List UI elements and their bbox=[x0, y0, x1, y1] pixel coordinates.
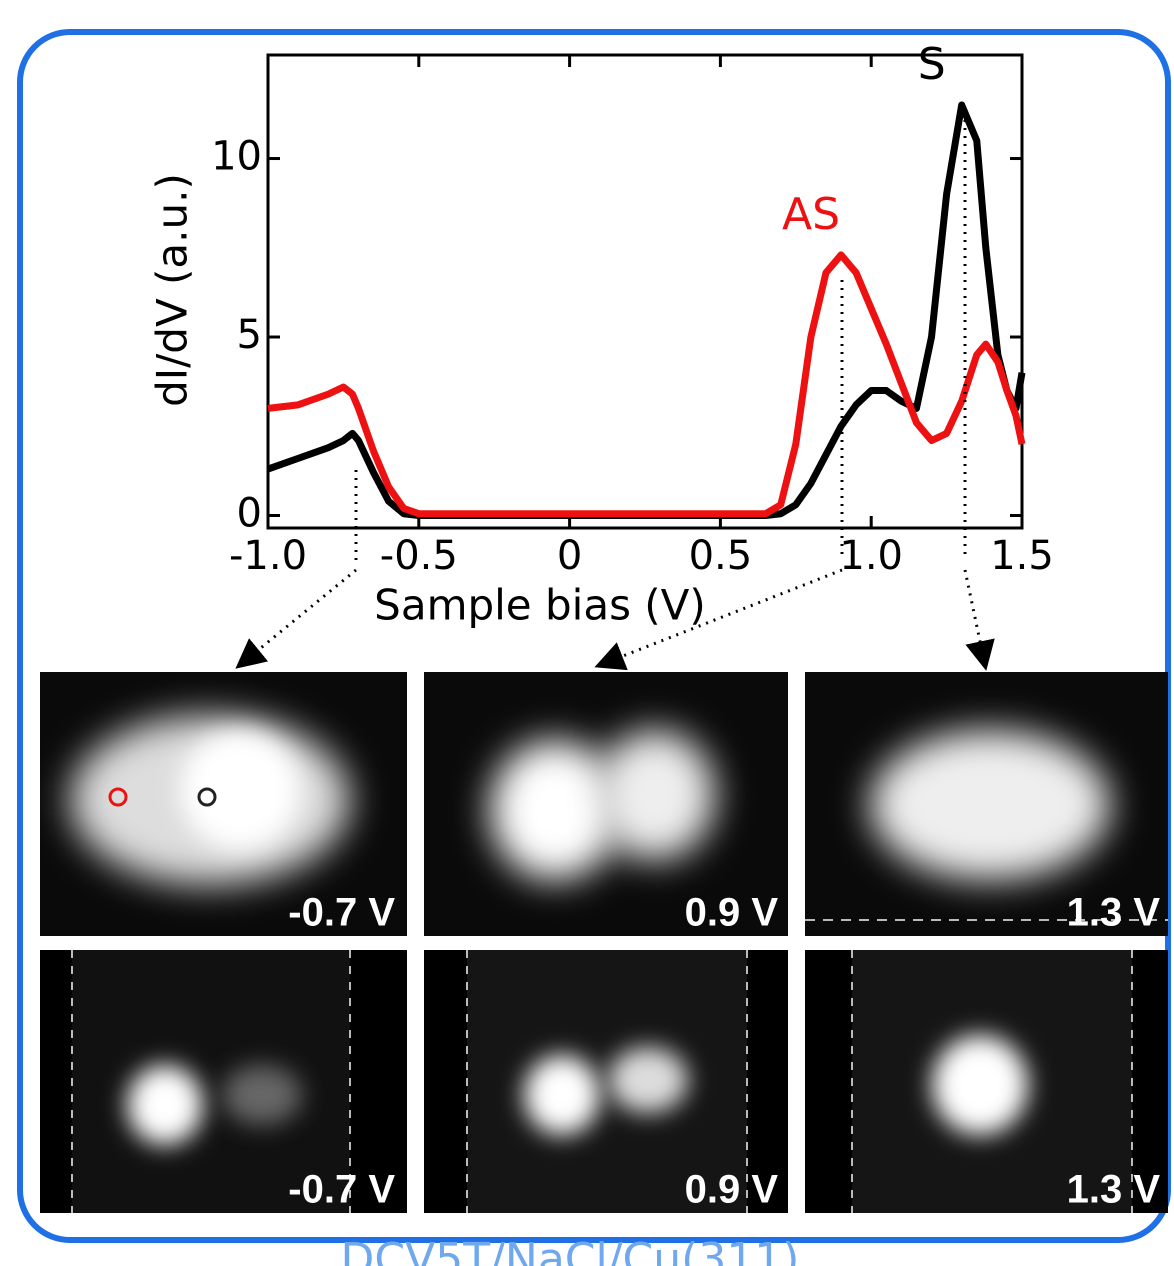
y-axis-label: dI/dV (a.u.) bbox=[148, 173, 197, 407]
y-tick-label: 10 bbox=[211, 134, 262, 180]
image-panels: -0.7 V 0.9 V 1.3 V -0.7 V 0.9 V 1.3 V bbox=[40, 672, 1168, 1213]
plot-frame bbox=[266, 53, 1024, 530]
x-tick-label: 0.5 bbox=[689, 533, 753, 579]
x-tick-label: 1.5 bbox=[990, 533, 1054, 579]
panel-label: 1.3 V bbox=[1067, 1168, 1161, 1212]
guides bbox=[235, 120, 995, 671]
panel-label: -0.7 V bbox=[288, 891, 395, 935]
y-tick-label: 5 bbox=[237, 312, 262, 358]
y-tick-label: 0 bbox=[237, 491, 262, 537]
caption: DCV5T/NaCl/Cu(311) bbox=[341, 1234, 800, 1266]
x-tick-label: -1.0 bbox=[229, 533, 307, 579]
x-axis-label: Sample bias (V) bbox=[374, 581, 706, 630]
x-tick-label: 1.0 bbox=[839, 533, 903, 579]
frame bbox=[17, 29, 1171, 1243]
panel-label: 1.3 V bbox=[1067, 891, 1161, 935]
series-line bbox=[267, 251, 1026, 518]
x-tick-label: 0 bbox=[557, 533, 582, 579]
plot: -1.0 -0.5 0 0.5 1.0 1.5 0 5 10 Sample bias (V) dI/… bbox=[148, 39, 1054, 630]
panel-label: 0.9 V bbox=[685, 891, 779, 935]
panel-label: 0.9 V bbox=[685, 1168, 779, 1212]
x-tick-label: -0.5 bbox=[380, 533, 458, 579]
series-label: S bbox=[918, 39, 946, 90]
series-label: AS bbox=[782, 189, 840, 240]
panel-label: -0.7 V bbox=[288, 1168, 395, 1212]
series-line bbox=[266, 101, 1026, 520]
